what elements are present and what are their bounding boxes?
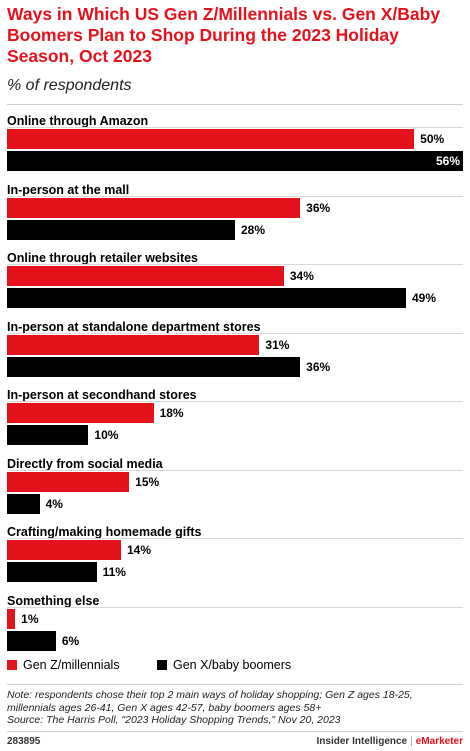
bar-gen-z-millennials-in-person-at-the-mall — [7, 197, 301, 218]
bar-gen-x-baby-boomers-online-through-retailer-websites — [7, 288, 406, 308]
footer-divider — [7, 731, 463, 732]
category-label-crafting-making-homemade-gifts: Crafting/making homemade gifts — [7, 525, 202, 539]
chart-note: Note: respondents chose their top 2 main… — [7, 689, 465, 727]
brand-separator: | — [410, 736, 413, 747]
value-label-gen-x-baby-boomers-online-through-amazon: 56% — [435, 154, 460, 168]
category-divider — [7, 401, 463, 402]
chart-id: 283895 — [7, 736, 41, 747]
value-label-gen-z-millennials-crafting-making-homemade-gifts: 14% — [127, 543, 152, 557]
category-divider — [7, 469, 463, 471]
category-label-directly-from-social-media: Directly from social media — [7, 456, 163, 471]
category-label-in-person-at-the-mall: In-person at the mall — [7, 182, 130, 197]
note-line-2: millennials ages 26-41, Gen X ages 42-57… — [7, 701, 322, 714]
bar-gen-x-baby-boomers-in-person-at-standalone-department-stores — [7, 356, 301, 377]
value-label-gen-x-baby-boomers-online-through-retailer-websites: 49% — [412, 291, 437, 305]
category-divider — [7, 606, 463, 608]
bar-gen-z-millennials-crafting-making-homemade-gifts — [7, 540, 121, 560]
legend-item-gen-x-baby-boomers: Gen X/baby boomers — [157, 658, 291, 672]
bar-gen-x-baby-boomers-something-else — [7, 630, 56, 651]
value-label-gen-x-baby-boomers-in-person-at-secondhand-stores: 10% — [94, 428, 119, 442]
category-divider — [7, 538, 463, 539]
value-label-gen-z-millennials-something-else: 1% — [21, 611, 39, 626]
title-divider — [7, 104, 463, 105]
brand-credit: Insider Intelligence | eMarketer — [317, 736, 463, 747]
category-divider — [7, 264, 463, 265]
category-divider — [7, 127, 463, 128]
legend-item-gen-z-millennials: Gen Z/millennials — [7, 658, 120, 672]
bar-gen-z-millennials-online-through-retailer-websites — [7, 266, 284, 286]
chart-subtitle: % of respondents — [7, 77, 132, 94]
legend-swatch-black — [157, 660, 167, 670]
chart-title: Ways in Which US Gen Z/Millennials vs. G… — [7, 4, 441, 66]
category-label-in-person-at-secondhand-stores: In-person at secondhand stores — [7, 388, 197, 402]
source-line: Source: The Harris Poll, "2023 Holiday S… — [7, 714, 341, 726]
legend-swatch-red — [7, 660, 17, 670]
value-label-gen-x-baby-boomers-crafting-making-homemade-gifts: 11% — [102, 565, 126, 579]
value-label-gen-z-millennials-online-through-retailer-websites: 34% — [289, 269, 314, 283]
category-label-something-else: Something else — [7, 593, 100, 608]
legend-label-gen-x-baby-boomers: Gen X/baby boomers — [173, 658, 292, 672]
bar-gen-z-millennials-online-through-amazon — [7, 129, 415, 149]
value-label-gen-z-millennials-directly-from-social-media: 15% — [135, 474, 160, 489]
note-divider — [7, 684, 463, 685]
value-label-gen-z-millennials-in-person-at-standalone-department-stores: 31% — [265, 337, 290, 352]
brand-accent: eMarketer — [415, 736, 463, 747]
bar-gen-x-baby-boomers-crafting-making-homemade-gifts — [7, 562, 97, 582]
bar-gen-x-baby-boomers-in-person-at-secondhand-stores — [7, 425, 89, 445]
bar-gen-z-millennials-something-else — [7, 608, 16, 629]
value-label-gen-x-baby-boomers-in-person-at-the-mall: 28% — [241, 222, 266, 237]
brand-main: Insider Intelligence — [316, 736, 408, 747]
category-divider — [7, 332, 463, 334]
category-divider — [7, 195, 463, 197]
value-label-gen-z-millennials-online-through-amazon: 50% — [420, 132, 445, 146]
value-label-gen-z-millennials-in-person-at-the-mall: 36% — [306, 200, 331, 215]
bar-gen-z-millennials-in-person-at-secondhand-stores — [7, 403, 154, 423]
value-label-gen-x-baby-boomers-directly-from-social-media: 4% — [45, 496, 63, 511]
category-label-online-through-amazon: Online through Amazon — [7, 114, 149, 128]
category-label-in-person-at-standalone-department-stores: In-person at standalone department store… — [7, 319, 261, 334]
category-label-online-through-retailer-websites: Online through retailer websites — [7, 251, 199, 265]
value-label-gen-x-baby-boomers-something-else: 6% — [61, 633, 80, 648]
bar-gen-x-baby-boomers-online-through-amazon — [7, 151, 463, 171]
bar-gen-x-baby-boomers-directly-from-social-media — [7, 493, 40, 514]
note-line-1: Note: respondents chose their top 2 main… — [7, 689, 413, 701]
bar-gen-z-millennials-directly-from-social-media — [7, 471, 130, 492]
bar-gen-z-millennials-in-person-at-standalone-department-stores — [7, 334, 260, 355]
legend-label-gen-z-millennials: Gen Z/millennials — [23, 658, 120, 672]
value-label-gen-z-millennials-in-person-at-secondhand-stores: 18% — [159, 406, 184, 420]
value-label-gen-x-baby-boomers-in-person-at-standalone-department-stores: 36% — [306, 359, 331, 374]
bar-gen-x-baby-boomers-in-person-at-the-mall — [7, 219, 235, 240]
